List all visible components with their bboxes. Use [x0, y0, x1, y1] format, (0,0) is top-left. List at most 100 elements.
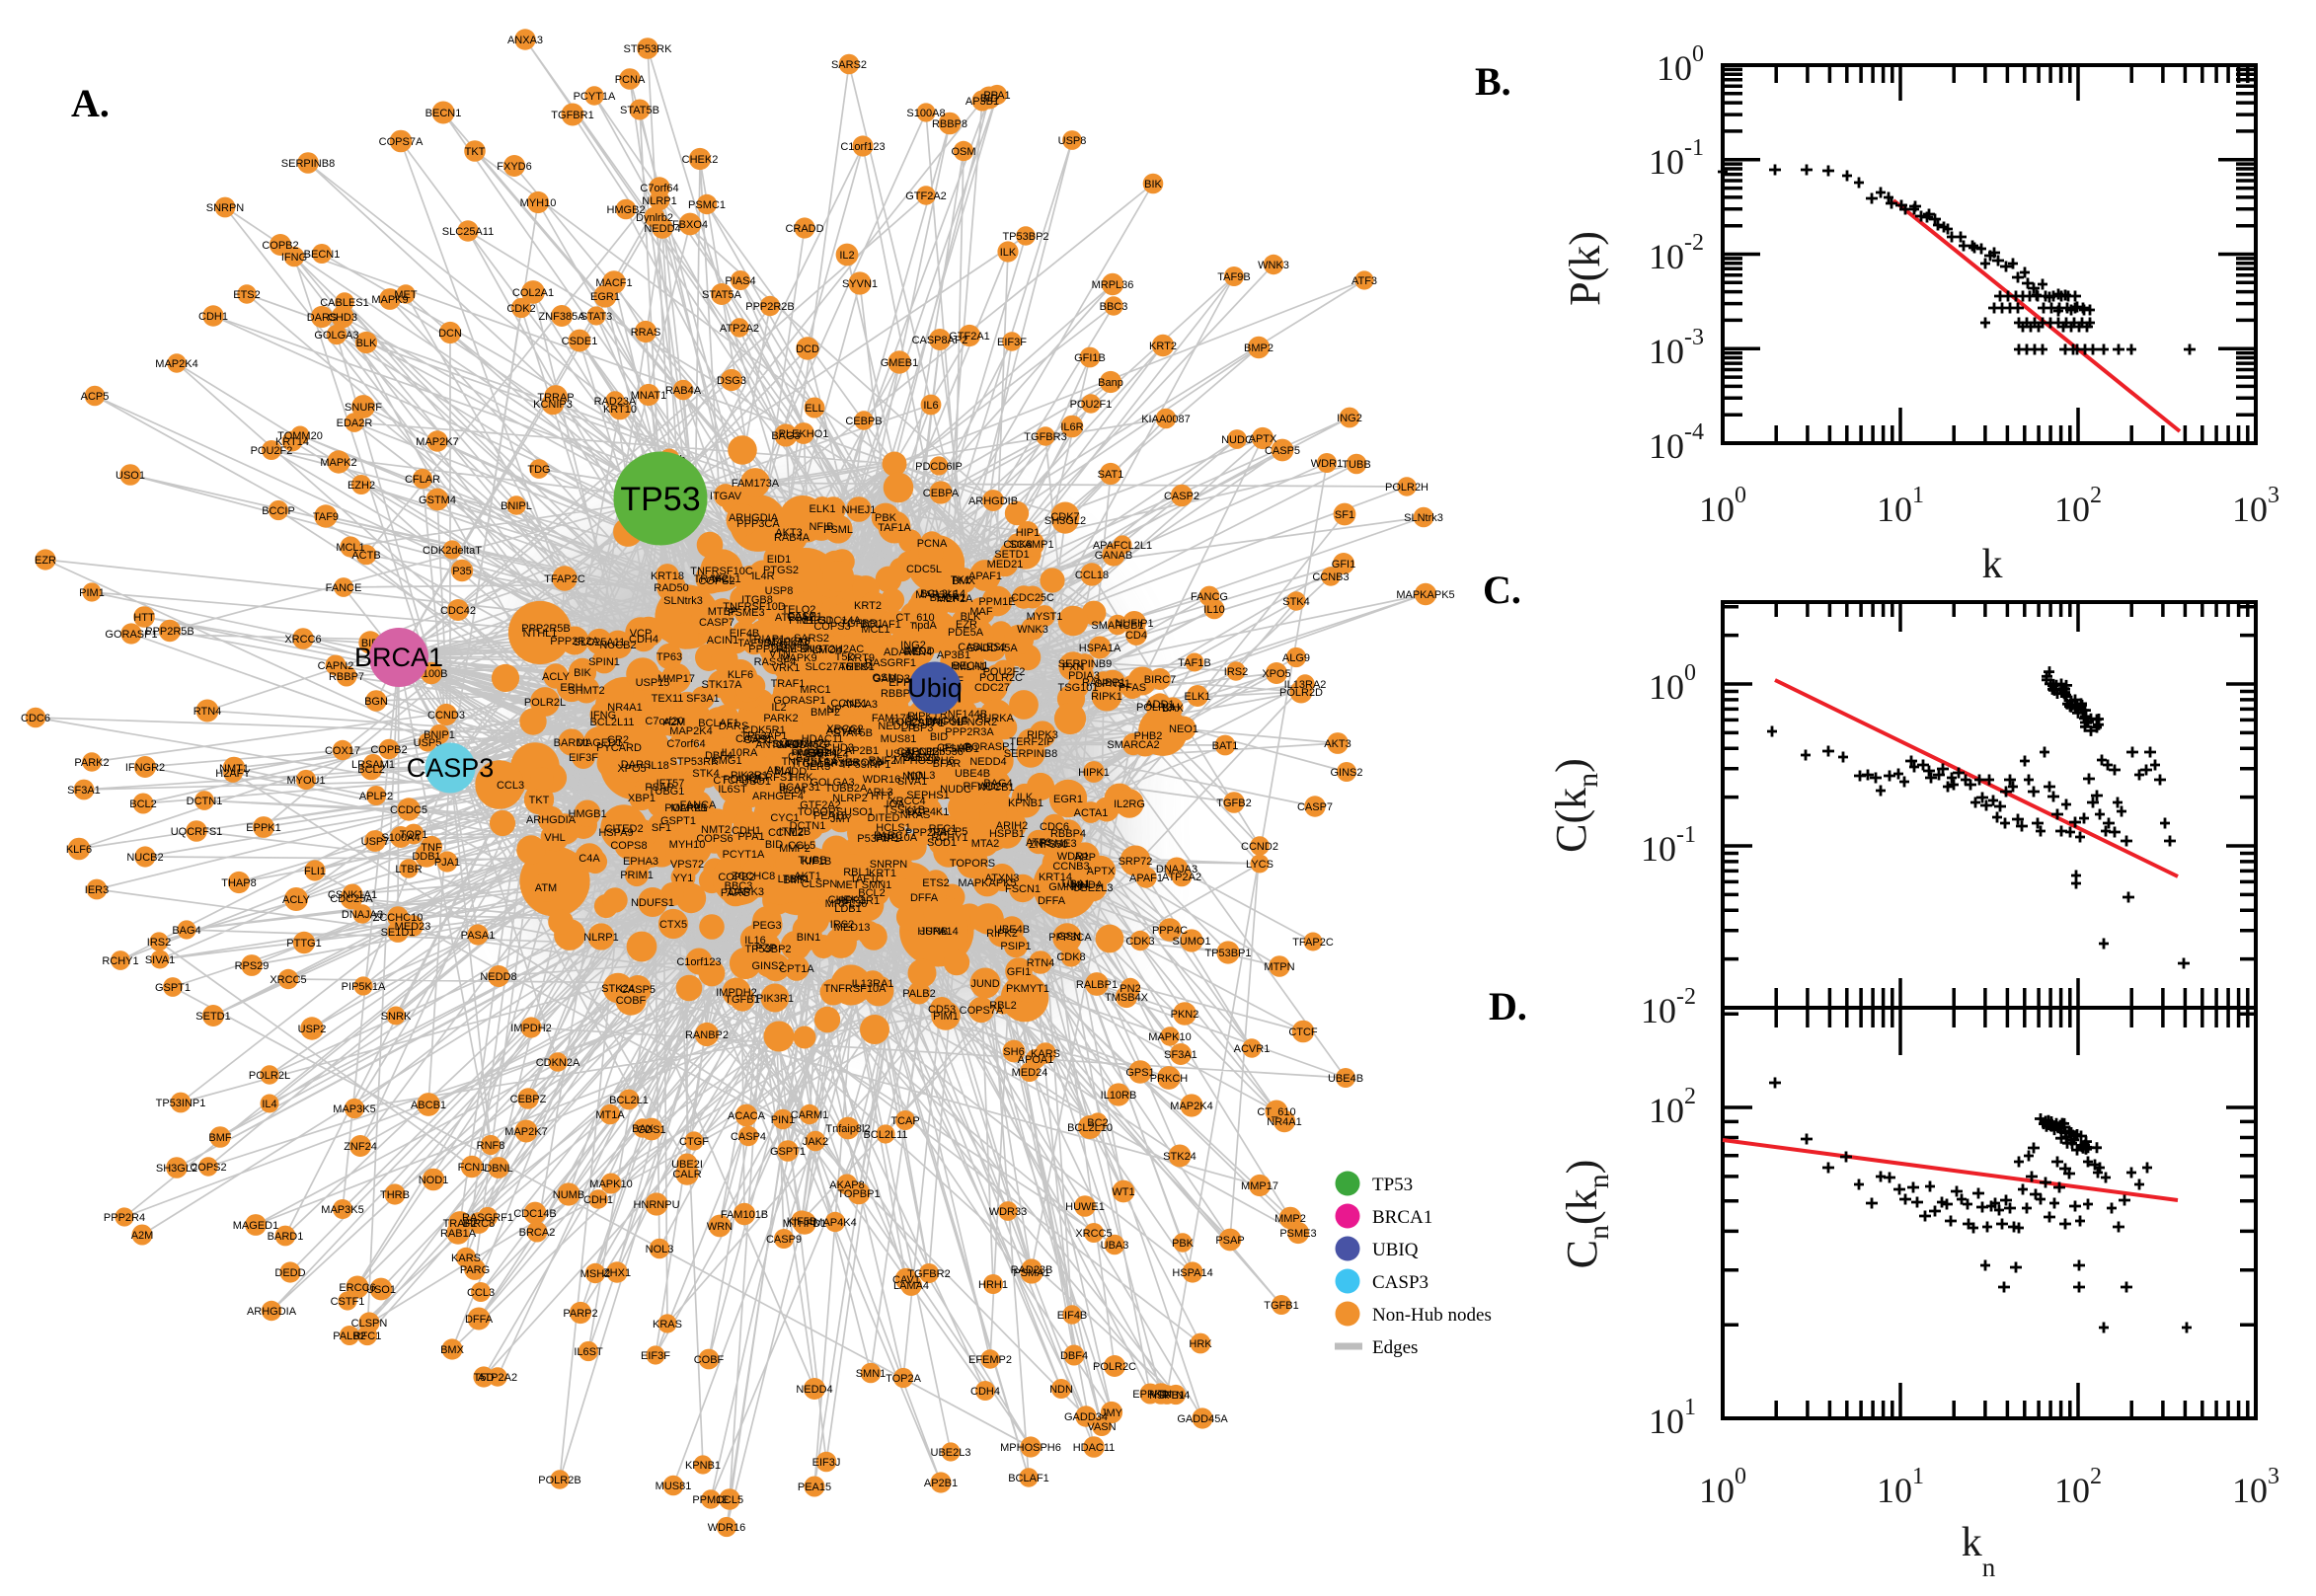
- svg-text:KIAA0087: KIAA0087: [1141, 414, 1191, 425]
- svg-text:B.: B.: [1475, 59, 1511, 104]
- svg-text:TFAP2C: TFAP2C: [1292, 937, 1334, 949]
- svg-text:A.: A.: [71, 81, 110, 125]
- svg-text:DNAJA3: DNAJA3: [1156, 864, 1197, 875]
- svg-text:P(k): P(k): [1561, 231, 1609, 306]
- svg-text:HUWE1: HUWE1: [1065, 1201, 1105, 1213]
- svg-text:TNFRSF10D: TNFRSF10D: [723, 601, 786, 613]
- svg-text:OSM: OSM: [951, 146, 975, 158]
- svg-text:PPP3CA: PPP3CA: [736, 518, 780, 530]
- svg-text:SAT1: SAT1: [1098, 469, 1124, 481]
- svg-text:IFNGR2: IFNGR2: [125, 762, 165, 774]
- svg-text:FBXO4: FBXO4: [672, 219, 708, 231]
- svg-text:D.: D.: [1489, 984, 1527, 1028]
- svg-text:HIP1: HIP1: [1016, 527, 1040, 539]
- svg-text:DFFA: DFFA: [910, 892, 939, 904]
- svg-text:CDC27: CDC27: [974, 682, 1010, 694]
- svg-text:TP53INP1: TP53INP1: [156, 1098, 206, 1109]
- svg-text:XRCC2: XRCC2: [826, 723, 863, 735]
- svg-text:ATF3: ATF3: [1351, 275, 1377, 287]
- svg-text:CASP9: CASP9: [766, 1234, 802, 1246]
- svg-text:BRCA2: BRCA2: [519, 1227, 556, 1239]
- svg-text:ELL: ELL: [805, 403, 824, 415]
- svg-text:SLNtrk3: SLNtrk3: [663, 595, 703, 607]
- svg-text:APOA1: APOA1: [1018, 1054, 1054, 1066]
- svg-text:CASP7: CASP7: [699, 617, 734, 629]
- svg-text:GSPT1: GSPT1: [770, 1146, 806, 1158]
- svg-text:PPP3CA: PPP3CA: [1048, 932, 1092, 944]
- svg-text:RBBP7: RBBP7: [329, 671, 364, 683]
- svg-text:IMPDH2: IMPDH2: [510, 1023, 552, 1034]
- svg-text:CD4: CD4: [1125, 630, 1147, 642]
- svg-text:Tnfaip8l2: Tnfaip8l2: [825, 1123, 870, 1135]
- svg-text:TKT: TKT: [465, 146, 486, 158]
- svg-text:POLR2H: POLR2H: [1385, 482, 1428, 494]
- svg-text:CTGF: CTGF: [679, 1136, 709, 1148]
- svg-text:NEDD4: NEDD4: [969, 756, 1006, 768]
- svg-text:IER3: IER3: [85, 884, 109, 896]
- svg-text:SF1: SF1: [652, 822, 671, 834]
- svg-text:CASP4: CASP4: [731, 1131, 766, 1143]
- svg-text:TP53BP2: TP53BP2: [1002, 231, 1048, 243]
- svg-text:C1orf123: C1orf123: [676, 956, 721, 968]
- svg-text:MAPK10: MAPK10: [1148, 1031, 1191, 1043]
- svg-text:FAM101B: FAM101B: [721, 1209, 768, 1221]
- svg-text:TFAP2C: TFAP2C: [544, 573, 585, 585]
- svg-text:TNF: TNF: [421, 842, 442, 854]
- svg-text:EPHA3: EPHA3: [623, 856, 658, 868]
- svg-text:BBC3: BBC3: [1100, 301, 1128, 313]
- svg-text:RNF8: RNF8: [477, 1140, 505, 1152]
- svg-text:ACLY: ACLY: [282, 894, 311, 906]
- svg-text:POU2F1: POU2F1: [1070, 399, 1113, 411]
- svg-text:DNAJA3: DNAJA3: [342, 909, 383, 921]
- svg-text:GTF2A2: GTF2A2: [905, 190, 947, 202]
- svg-text:BMX: BMX: [440, 1344, 465, 1356]
- svg-text:PJA1: PJA1: [434, 857, 460, 869]
- svg-text:PBK: PBK: [1172, 1238, 1195, 1250]
- svg-text:LTBP1: LTBP1: [778, 874, 811, 885]
- svg-text:BGN: BGN: [364, 696, 388, 708]
- svg-text:S100A8: S100A8: [906, 108, 945, 119]
- svg-text:UBIQ: UBIQ: [1372, 1240, 1419, 1260]
- svg-text:MED24: MED24: [1012, 1067, 1048, 1079]
- svg-text:PARG: PARG: [460, 1264, 490, 1276]
- svg-text:EZH2: EZH2: [347, 480, 375, 492]
- svg-text:PSMC1: PSMC1: [688, 199, 726, 211]
- svg-text:STP53RK: STP53RK: [624, 43, 673, 55]
- svg-text:BIK: BIK: [1144, 179, 1162, 190]
- svg-text:MAPK2: MAPK2: [320, 457, 356, 469]
- svg-text:PSML: PSML: [823, 524, 853, 536]
- svg-text:TAF1B: TAF1B: [1178, 657, 1210, 669]
- svg-text:RAD23A: RAD23A: [594, 396, 637, 408]
- svg-text:HRH1: HRH1: [978, 1279, 1008, 1291]
- svg-text:STK17A: STK17A: [702, 679, 743, 691]
- svg-text:HDAC11: HDAC11: [1073, 1442, 1116, 1454]
- svg-text:IRS2: IRS2: [1224, 666, 1248, 678]
- svg-text:k: k: [1982, 542, 2003, 587]
- svg-text:CLSPN: CLSPN: [351, 1318, 388, 1330]
- svg-text:GPS1: GPS1: [1125, 1067, 1154, 1079]
- svg-text:CRADD: CRADD: [785, 223, 823, 235]
- svg-text:CABLES1: CABLES1: [320, 297, 369, 309]
- svg-text:NDUFS1: NDUFS1: [631, 897, 674, 909]
- svg-text:RBL1: RBL1: [843, 867, 871, 878]
- svg-text:KPNB1: KPNB1: [685, 1460, 721, 1472]
- svg-text:AP3B1: AP3B1: [937, 649, 970, 661]
- svg-text:FANCE: FANCE: [326, 582, 362, 594]
- svg-text:IL2RG: IL2RG: [1114, 798, 1145, 810]
- svg-text:PSIP1: PSIP1: [1000, 941, 1031, 952]
- svg-text:MAP2K4: MAP2K4: [1170, 1101, 1212, 1112]
- svg-text:NOD1: NOD1: [419, 1175, 449, 1186]
- svg-text:PALB2: PALB2: [902, 988, 935, 1000]
- svg-text:APTX: APTX: [1249, 433, 1277, 445]
- svg-text:RAD50: RAD50: [654, 582, 688, 594]
- svg-text:COPB2: COPB2: [262, 240, 298, 252]
- svg-text:AURKA: AURKA: [976, 713, 1015, 724]
- svg-text:ZCCHC8: ZCCHC8: [732, 871, 776, 882]
- svg-text:NUFIP1: NUFIP1: [1115, 618, 1153, 630]
- svg-text:TSG101: TSG101: [1058, 682, 1099, 694]
- svg-text:BECN1: BECN1: [304, 249, 341, 261]
- svg-text:DCD: DCD: [796, 343, 819, 355]
- svg-text:EIF3F: EIF3F: [997, 337, 1027, 348]
- svg-text:ADD1: ADD1: [1145, 699, 1174, 711]
- svg-text:MAP2K7: MAP2K7: [416, 436, 458, 448]
